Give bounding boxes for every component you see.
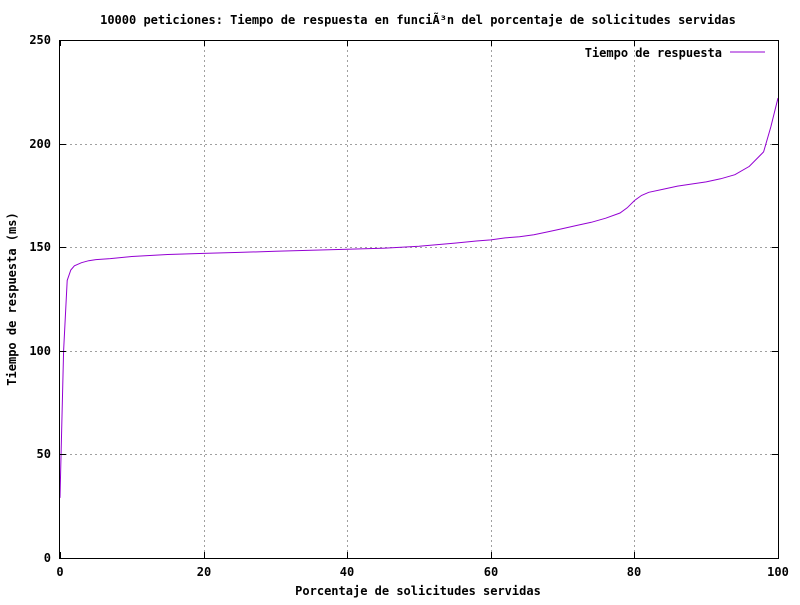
x-tick-label: 0 [56, 565, 63, 579]
chart-title: 10000 peticiones: Tiempo de respuesta en… [100, 12, 736, 27]
y-tick-label: 150 [29, 240, 51, 254]
series-layer [59, 97, 779, 498]
y-tick-label: 250 [29, 33, 51, 47]
x-axis-label: Porcentaje de solicitudes servidas [295, 584, 541, 598]
x-tick-label: 100 [767, 565, 789, 579]
legend: Tiempo de respuesta [585, 46, 765, 60]
y-axis-label: Tiempo de respuesta (ms) [5, 212, 19, 385]
series-line [59, 97, 779, 498]
ticks: 0 20 40 60 80 100 0 50 100 150 200 250 [29, 33, 789, 579]
y-tick-label: 200 [29, 137, 51, 151]
x-tick-label: 40 [340, 565, 354, 579]
y-tick-label: 100 [29, 344, 51, 358]
grid [60, 40, 778, 558]
y-tick-label: 50 [37, 447, 51, 461]
x-tick-label: 80 [627, 565, 641, 579]
legend-entry-label: Tiempo de respuesta [585, 46, 722, 60]
y-tick-label: 0 [44, 551, 51, 565]
x-tick-label: 20 [197, 565, 211, 579]
plot-frame [59, 40, 779, 559]
x-tick-label: 60 [484, 565, 498, 579]
